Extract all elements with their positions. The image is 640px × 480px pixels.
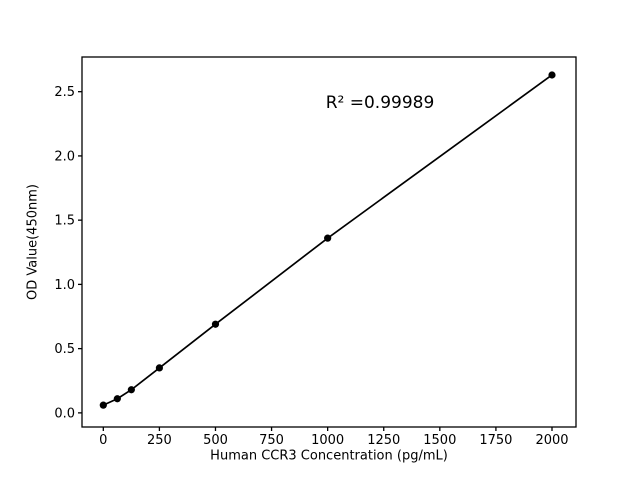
y-tick-label: 0.5	[54, 342, 75, 357]
y-tick-label: 1.5	[54, 214, 75, 229]
x-tick-label: 0	[99, 433, 107, 448]
x-tick-label: 500	[203, 433, 228, 448]
data-point	[155, 364, 163, 372]
y-tick-label: 0.0	[54, 406, 75, 421]
y-tick-label: 1.0	[54, 278, 75, 293]
axis-frame	[81, 56, 577, 428]
data-point	[113, 395, 121, 403]
x-tick-label: 1250	[367, 433, 400, 448]
data-point	[127, 386, 135, 394]
x-tick-label: 1750	[479, 433, 512, 448]
r-squared-annotation: R² =0.99989	[325, 93, 435, 113]
x-tick-label: 1500	[423, 433, 456, 448]
data-point	[99, 401, 107, 409]
data-point	[324, 234, 332, 242]
x-tick-label: 250	[147, 433, 172, 448]
x-axis-label: Human CCR3 Concentration (pg/mL)	[210, 448, 448, 464]
x-tick-label: 2000	[535, 433, 568, 448]
x-tick-label: 1000	[311, 433, 344, 448]
y-tick-label: 2.0	[54, 149, 75, 164]
y-tick-label: 2.5	[54, 85, 75, 100]
data-point	[548, 71, 556, 79]
data-point	[211, 320, 220, 328]
x-tick-label: 750	[259, 433, 284, 448]
y-axis-label: OD Value(450nm)	[25, 184, 41, 300]
